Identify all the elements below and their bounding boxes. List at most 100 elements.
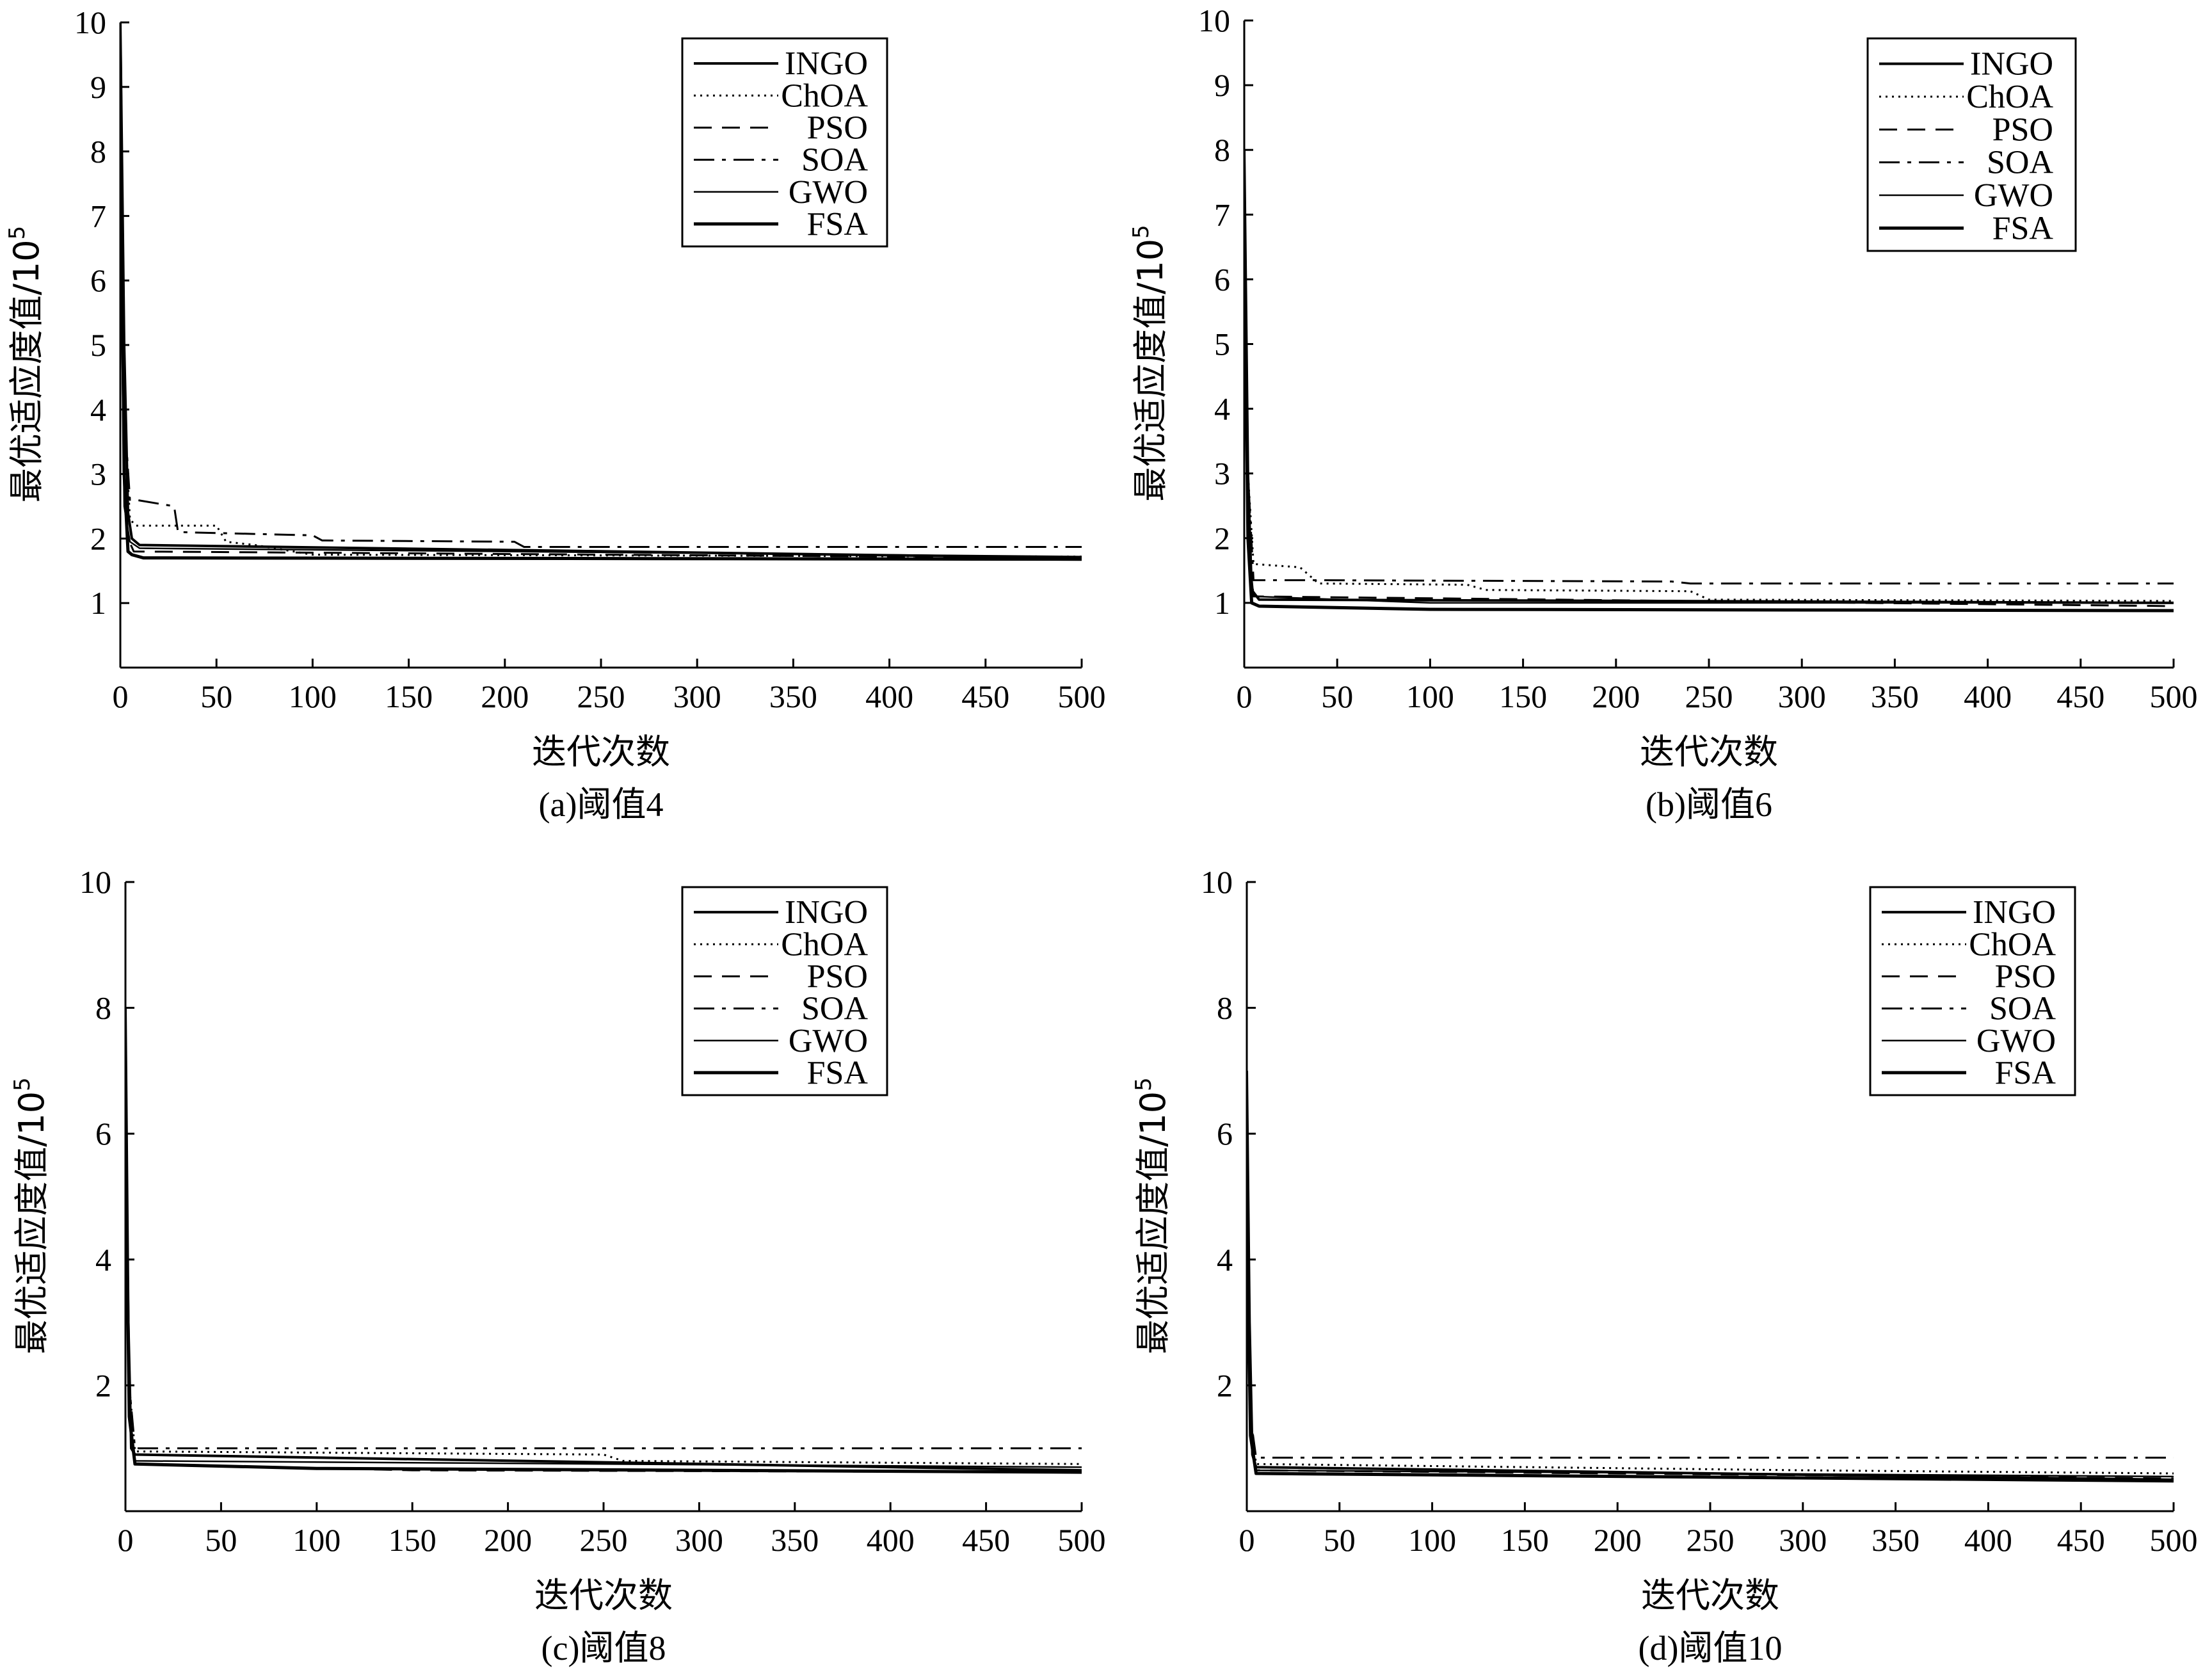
x-tick-label: 0 <box>118 1522 134 1558</box>
series-line-ingo <box>125 1007 1082 1472</box>
legend-label-pso: PSO <box>1992 111 2053 148</box>
y-tick-label: 4 <box>95 1242 111 1278</box>
series-line-gwo <box>125 1196 1082 1468</box>
series-line-pso <box>125 1196 1082 1473</box>
legend-label-gwo: GWO <box>789 1023 868 1059</box>
x-tick-label: 500 <box>1058 1522 1106 1558</box>
legend-label-soa: SOA <box>1989 991 2056 1027</box>
y-axis-title-text: 最优适应度值/10 <box>1133 1091 1173 1354</box>
series-line-fsa <box>1244 214 2174 613</box>
x-tick-label: 0 <box>1239 1522 1255 1558</box>
legend-label-choa: ChOA <box>1969 926 2056 963</box>
series-line-soa <box>1244 214 2174 585</box>
legend-label-pso: PSO <box>807 109 868 146</box>
series-line-pso <box>120 151 1082 559</box>
y-tick-label: 9 <box>1214 67 1230 103</box>
x-tick-label: 400 <box>867 1522 915 1558</box>
chart-a-svg: 0 50 100 150 200 250 300 350 400 450 500 1 2 3 4 5 6 7 8 9 1… <box>4 4 1106 824</box>
legend-label-soa: SOA <box>1987 145 2053 181</box>
y-tick-label: 7 <box>90 198 106 234</box>
legend-label-fsa: FSA <box>1995 1055 2056 1091</box>
x-tick-label: 400 <box>1964 678 2012 714</box>
y-tick-label: 10 <box>74 4 106 40</box>
legend-label-gwo: GWO <box>1974 177 2053 214</box>
legend-box <box>1866 37 2077 252</box>
x-tick-label: 150 <box>1499 678 1547 714</box>
series-line-choa <box>1247 1196 2174 1475</box>
y-tick-label: 4 <box>1217 1242 1233 1278</box>
x-tick-label: 0 <box>1237 678 1253 714</box>
chart-panel-c: 0 50 100 150 200 250 300 350 400 450 500 2 4 6 8 10 INGO… <box>0 838 1106 1668</box>
x-tick-label: 100 <box>1408 1522 1456 1558</box>
legend-box <box>681 886 888 1096</box>
series-line-choa <box>120 86 1082 558</box>
chart-d-svg: 0 50 100 150 200 250 300 350 400 450 500 2 4 6 8 10 INGO… <box>1131 864 2198 1667</box>
series-line-soa <box>120 151 1082 548</box>
x-tick-label: 300 <box>1779 1522 1827 1558</box>
x-tick-label: 100 <box>289 678 337 714</box>
y-tick-label: 8 <box>1214 132 1230 168</box>
chart-caption: (b)阈值6 <box>1646 785 1772 824</box>
x-tick-label: 100 <box>293 1522 341 1558</box>
series-group <box>120 22 1082 561</box>
series-line-fsa <box>1247 1196 2174 1483</box>
x-tick-label: 150 <box>385 678 433 714</box>
y-axis-title: 最优适应度值/105 <box>4 226 47 503</box>
series-group <box>1244 150 2174 613</box>
legend-label-soa: SOA <box>801 142 868 179</box>
y-tick-label: 8 <box>1217 990 1233 1026</box>
series-line-choa <box>125 1134 1082 1465</box>
x-tick-label: 200 <box>1592 678 1640 714</box>
y-tick-label: 5 <box>90 327 106 363</box>
x-axis-title: 迭代次数 <box>532 732 670 772</box>
x-tick-label: 250 <box>577 678 625 714</box>
legend-label-choa: ChOA <box>1966 79 2053 115</box>
x-tick-label: 450 <box>2057 1522 2105 1558</box>
legend-label-fsa: FSA <box>807 206 869 243</box>
chart-panel-d: 0 50 100 150 200 250 300 350 400 450 500 2 4 6 8 10 INGO… <box>1106 838 2212 1668</box>
y-axis-title: 最优适应度值/105 <box>10 1077 52 1354</box>
x-tick-label: 450 <box>962 1522 1010 1558</box>
series-line-fsa <box>125 1134 1082 1474</box>
x-tick-label: 500 <box>2150 1522 2198 1558</box>
x-tick-label: 150 <box>389 1522 437 1558</box>
y-tick-label: 3 <box>1214 456 1230 492</box>
series-line-pso <box>1244 279 2174 607</box>
series-line-ingo <box>120 22 1082 559</box>
x-tick-label: 0 <box>113 678 129 714</box>
x-tick-label: 350 <box>1871 678 1919 714</box>
y-axis-title-exponent: 5 <box>10 1077 35 1091</box>
x-tick-label: 400 <box>1964 1522 2012 1558</box>
legend-label-gwo: GWO <box>1976 1023 2056 1059</box>
legend-label-choa: ChOA <box>781 926 868 963</box>
chart-caption: (c)阈值8 <box>541 1629 666 1667</box>
chart-c-svg: 0 50 100 150 200 250 300 350 400 450 500 2 4 6 8 10 INGO… <box>10 864 1106 1667</box>
y-axis-title: 最优适应度值/105 <box>1131 1077 1173 1354</box>
x-tick-label: 50 <box>200 678 232 714</box>
x-tick-label: 300 <box>675 1522 723 1558</box>
x-tick-label: 300 <box>1778 678 1826 714</box>
x-tick-label: 150 <box>1501 1522 1549 1558</box>
series-line-pso <box>1247 1259 2174 1480</box>
legend-box <box>1869 886 2076 1096</box>
chart-b-svg: 0 50 100 150 200 250 300 350 400 450 500 1 2 3 4 5 6 7 8 9 1… <box>1128 3 2198 824</box>
legend-label-ingo: INGO <box>1970 46 2053 83</box>
y-tick-label: 4 <box>90 392 106 428</box>
chart-panel-b: 0 50 100 150 200 250 300 350 400 450 500 1 2 3 4 5 6 7 8 9 1… <box>1106 0 2212 832</box>
legend-label-choa: ChOA <box>781 77 868 114</box>
legend-box <box>681 37 888 248</box>
y-tick-label: 6 <box>95 1116 111 1151</box>
x-tick-label: 450 <box>2056 678 2104 714</box>
y-axis-title-exponent: 5 <box>1131 1077 1157 1091</box>
y-tick-label: 2 <box>1217 1367 1233 1403</box>
y-tick-label: 3 <box>90 456 106 492</box>
legend-label-ingo: INGO <box>785 45 868 82</box>
y-axis-title-exponent: 5 <box>4 226 30 240</box>
y-tick-label: 10 <box>1201 864 1233 900</box>
x-tick-label: 300 <box>673 678 721 714</box>
y-tick-label: 1 <box>90 585 106 621</box>
